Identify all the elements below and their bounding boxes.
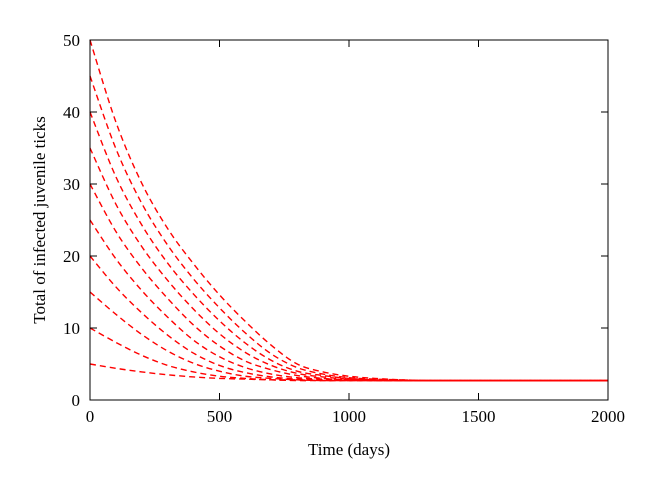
y-axis-label: Total of infected juvenile ticks [30, 116, 49, 323]
plot-frame [89, 39, 609, 401]
series-line-3 [89, 111, 608, 382]
x-tick-label: 1500 [462, 407, 496, 426]
y-tick-label: 20 [63, 247, 80, 266]
x-axis-label: Time (days) [308, 440, 390, 459]
series-line-7 [89, 255, 608, 382]
series-line-8 [89, 291, 608, 382]
y-tick-label: 50 [63, 31, 80, 50]
y-tick-label: 10 [63, 319, 80, 338]
y-tick-label: 0 [72, 391, 81, 410]
tick-layer: 0 500 1000 1500 2000 0 10 20 30 40 50 [63, 31, 625, 426]
y-tick-label: 30 [63, 175, 80, 194]
x-tick-label: 1000 [332, 407, 366, 426]
series-line-5 [89, 183, 608, 382]
x-tick-label: 0 [86, 407, 95, 426]
y-tick-label: 40 [63, 103, 80, 122]
x-tick-label: 500 [207, 407, 233, 426]
series-line-1 [89, 39, 608, 382]
series-layer [89, 39, 608, 382]
series-line-6 [89, 219, 608, 382]
x-tick-label: 2000 [591, 407, 625, 426]
series-line-10 [89, 363, 608, 382]
